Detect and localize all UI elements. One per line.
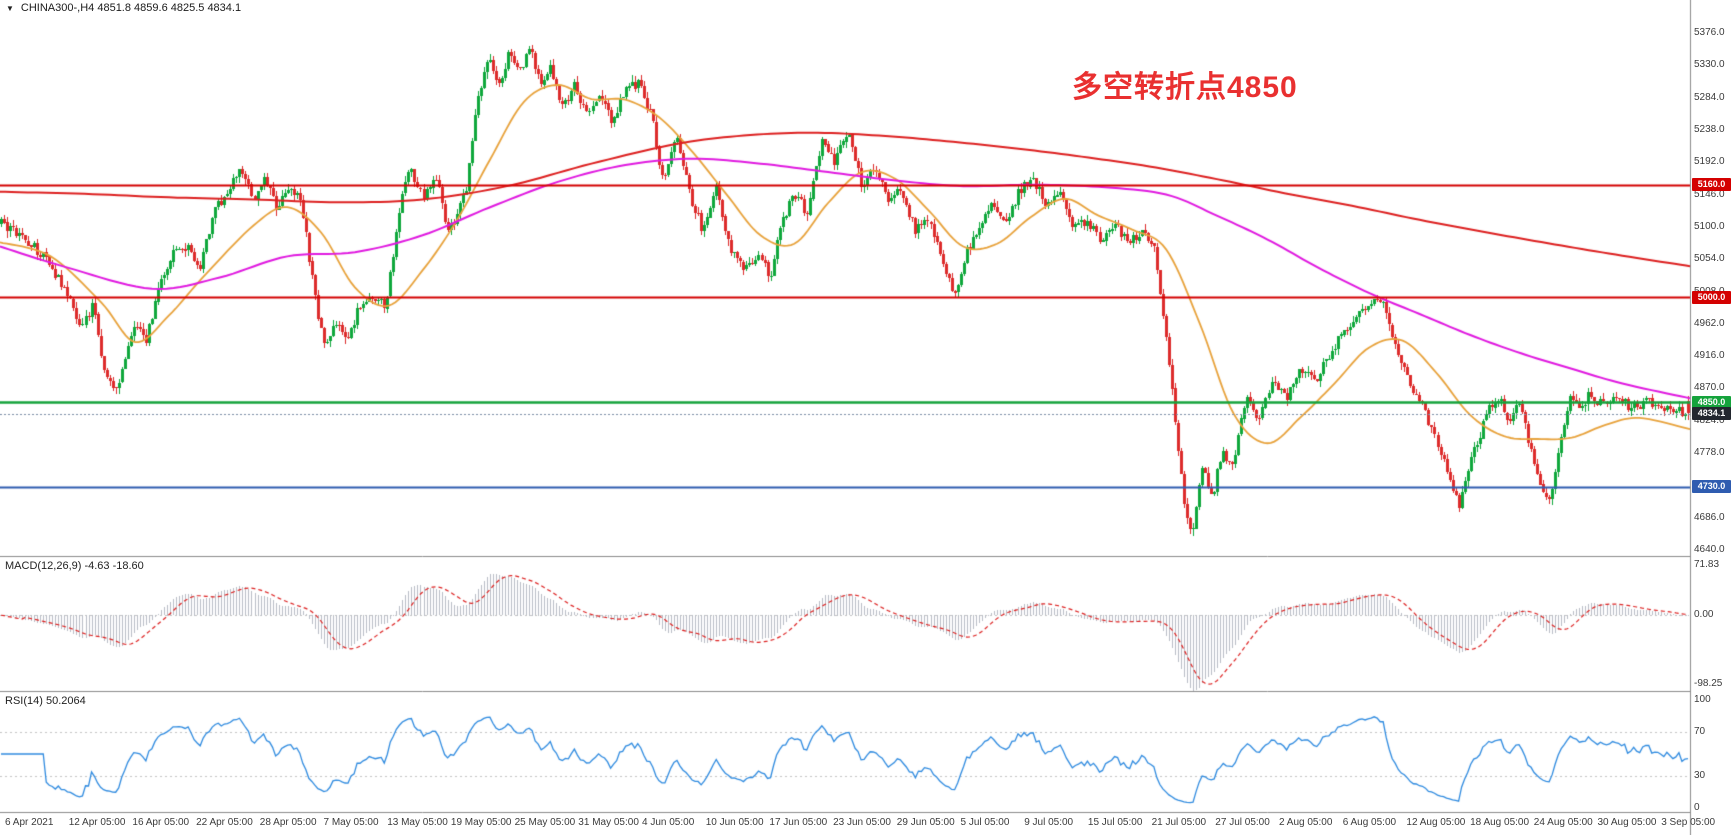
chart-header: ▼ CHINA300-,H4 4851.8 4859.6 4825.5 4834… [6, 2, 241, 14]
one-click-collapse-icon[interactable]: ▼ [6, 3, 14, 13]
chart-annotation-text[interactable]: 多空转折点4850 [1072, 71, 1298, 104]
symbol-ohlc-label: CHINA300-,H4 4851.8 4859.6 4825.5 4834.1 [20, 2, 242, 14]
rsi-indicator-label: RSI(14) 50.2064 [5, 695, 86, 707]
macd-indicator-label: MACD(12,26,9) -4.63 -18.60 [5, 560, 144, 572]
